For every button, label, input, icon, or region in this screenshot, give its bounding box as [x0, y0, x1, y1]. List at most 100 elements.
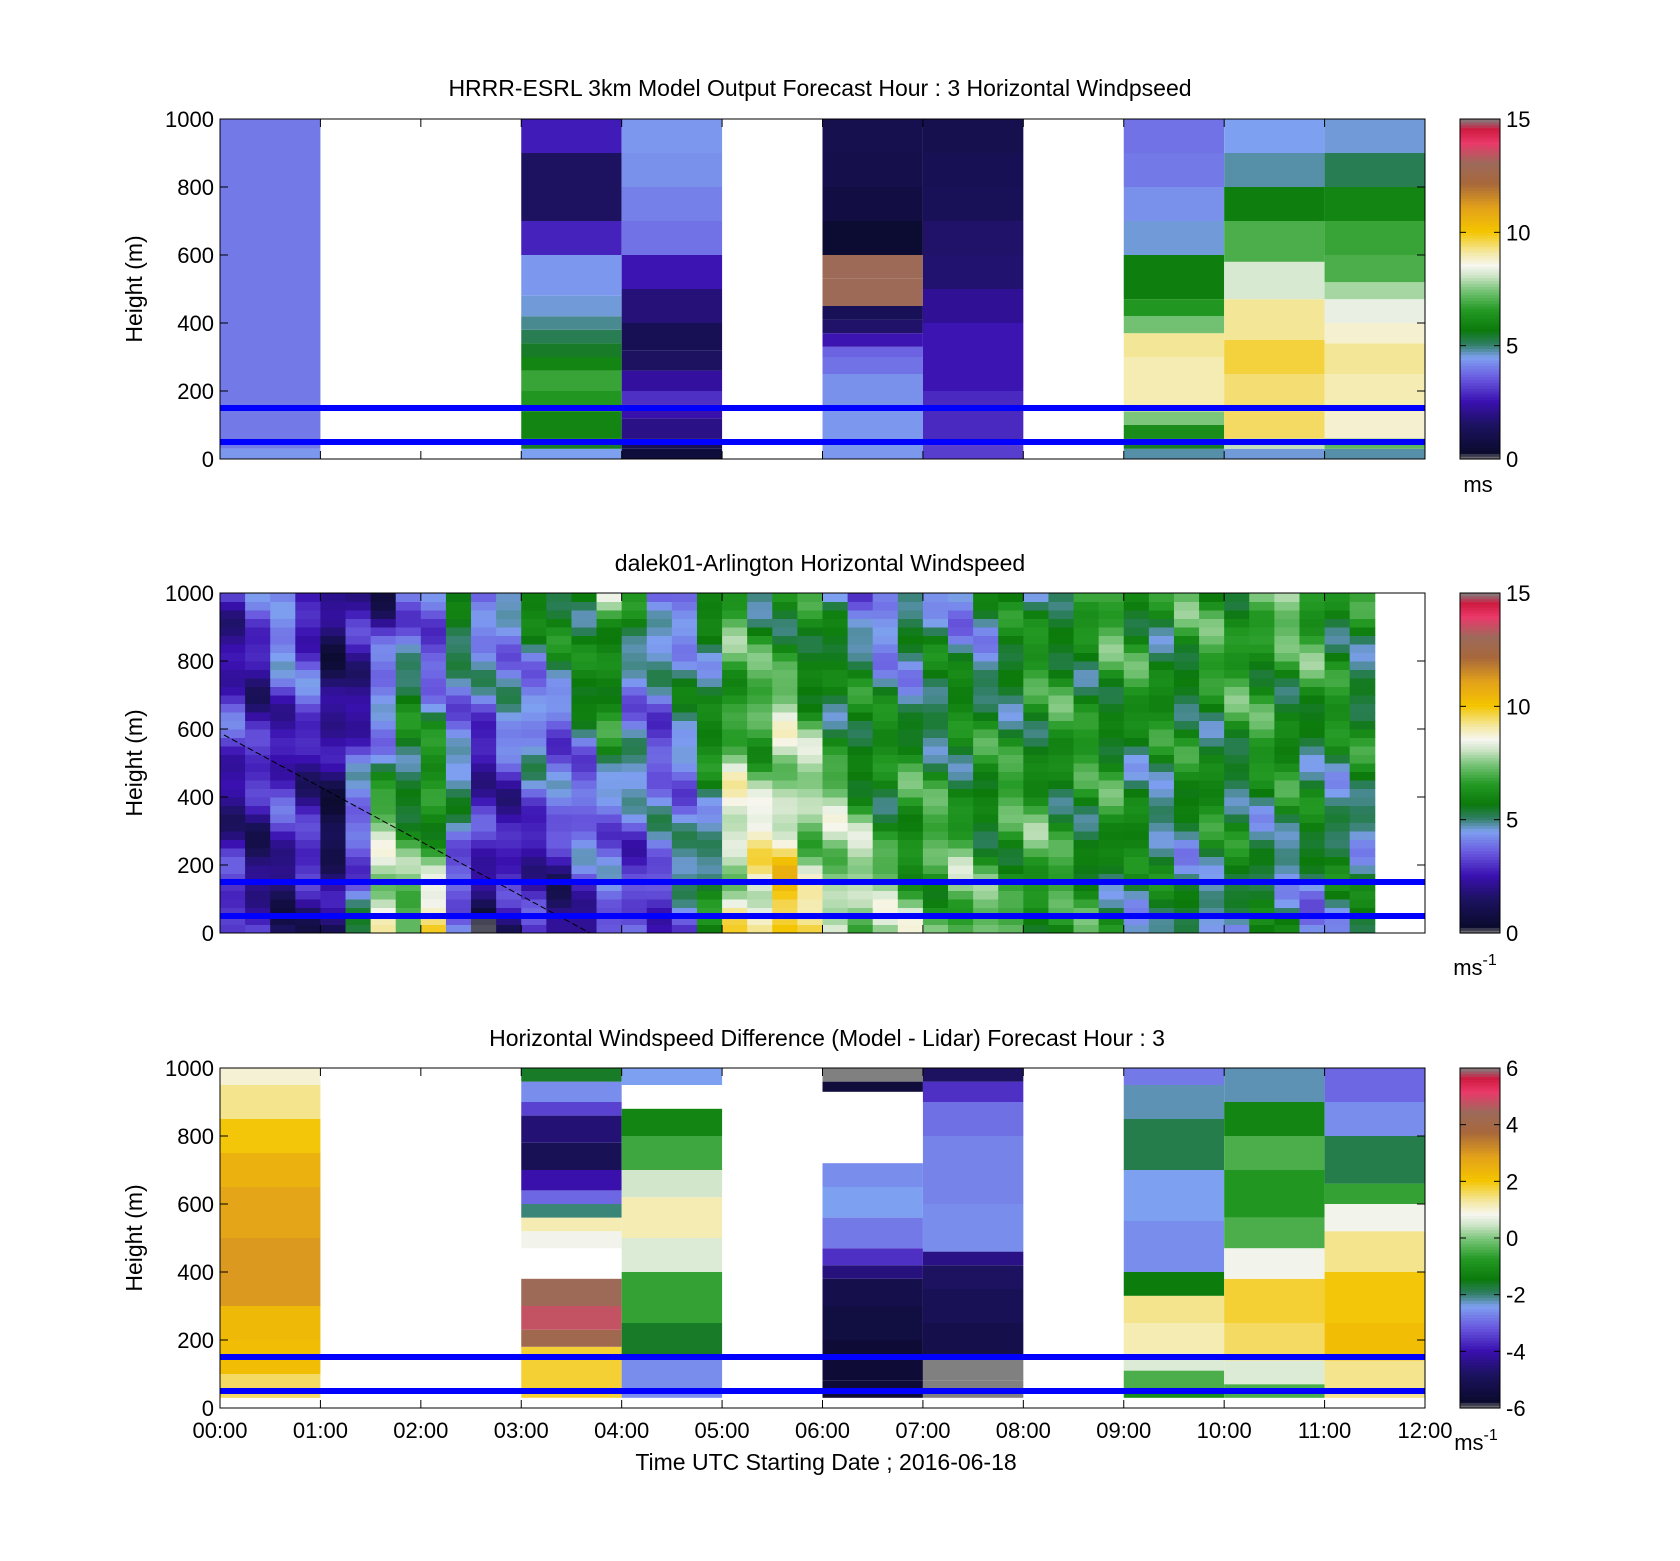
- heatmap-cell: [948, 754, 974, 764]
- colorbar-swatch: [1460, 1170, 1500, 1174]
- heatmap-cell: [521, 153, 622, 187]
- colorbar-swatch: [1460, 655, 1500, 659]
- heatmap-cell: [370, 754, 397, 764]
- heatmap-cell: [420, 780, 447, 789]
- heatmap-cell: [1224, 907, 1250, 917]
- heatmap-cell: [596, 686, 623, 696]
- heatmap-cell: [696, 873, 723, 883]
- heatmap-cell: [270, 669, 296, 679]
- heatmap-cell: [1023, 746, 1049, 755]
- heatmap-cell: [621, 720, 648, 730]
- heatmap-cell: [1073, 873, 1100, 883]
- heatmap-cell: [1073, 678, 1100, 687]
- heatmap-cell: [320, 890, 347, 900]
- heatmap-cell: [1123, 831, 1150, 840]
- heatmap-cell: [847, 865, 874, 874]
- heatmap-cell: [395, 729, 422, 738]
- heatmap-cell: [1148, 644, 1175, 653]
- heatmap-cell: [420, 669, 447, 679]
- heatmap-cell: [822, 593, 849, 602]
- heatmap-cell: [1249, 780, 1275, 789]
- colorbar-swatch: [1460, 260, 1500, 265]
- heatmap-cell: [822, 1217, 923, 1249]
- colorbar-swatch: [1460, 669, 1500, 673]
- heatmap-cell: [220, 771, 246, 781]
- heatmap-cell: [822, 890, 849, 900]
- colorbar-swatch: [1460, 439, 1500, 443]
- heatmap-cell: [998, 771, 1024, 781]
- heatmap-cell: [772, 661, 798, 670]
- heatmap-cell: [445, 678, 472, 687]
- heatmap-cell: [521, 1306, 622, 1330]
- heatmap-cell: [596, 865, 623, 874]
- y-tick-label: 200: [177, 853, 214, 878]
- heatmap-cell: [621, 221, 723, 255]
- heatmap-cell: [1148, 763, 1175, 772]
- heatmap-cell: [270, 686, 296, 696]
- heatmap-cell: [1048, 882, 1075, 891]
- heatmap-cell: [973, 907, 999, 917]
- heatmap-cell: [245, 814, 271, 823]
- heatmap-cell: [1349, 873, 1376, 883]
- heatmap-cell: [1349, 618, 1376, 628]
- y-tick-label: 1000: [165, 1056, 214, 1081]
- heatmap-cell: [722, 635, 748, 645]
- heatmap-cell: [1349, 805, 1376, 815]
- heatmap-cell: [822, 1081, 923, 1092]
- heatmap-cell: [395, 644, 422, 653]
- heatmap-cell: [596, 703, 623, 713]
- heatmap-cell: [270, 763, 296, 772]
- heatmap-cell: [897, 678, 924, 687]
- heatmap-cell: [471, 865, 497, 874]
- heatmap-cell: [747, 856, 773, 866]
- heatmap-cell: [471, 712, 497, 721]
- colorbar-swatch: [1460, 845, 1500, 849]
- heatmap-cell: [621, 1068, 723, 1085]
- heatmap-cell: [772, 746, 798, 755]
- heatmap-cell: [1224, 848, 1250, 857]
- heatmap-cell: [998, 644, 1024, 653]
- heatmap-cell: [1023, 644, 1049, 653]
- heatmap-cell: [1048, 814, 1075, 823]
- heatmap-cell: [445, 831, 472, 840]
- colorbar-tick-label: 6: [1506, 1056, 1518, 1081]
- heatmap-cell: [320, 916, 347, 925]
- heatmap-cell: [546, 865, 572, 874]
- heatmap-cell: [245, 618, 271, 628]
- heatmap-cell: [395, 865, 422, 874]
- heatmap-cell: [1073, 754, 1100, 764]
- heatmap-cell: [897, 661, 924, 670]
- heatmap-cell: [822, 153, 923, 187]
- heatmap-cell: [1173, 754, 1200, 764]
- heatmap-cell: [696, 805, 723, 815]
- heatmap-cell: [1224, 601, 1250, 611]
- heatmap-cell: [220, 635, 246, 645]
- heatmap-cell: [671, 627, 698, 636]
- heatmap-cell: [345, 924, 372, 934]
- heatmap-cell: [270, 703, 296, 713]
- colorbar-swatch: [1460, 1402, 1500, 1406]
- heatmap-cell: [571, 788, 598, 798]
- heatmap-cell: [897, 831, 924, 840]
- colorbar-swatch: [1460, 425, 1500, 429]
- heatmap-cell: [1349, 661, 1376, 670]
- heatmap-cell: [295, 865, 321, 874]
- heatmap-cell: [646, 814, 673, 823]
- heatmap-cell: [822, 652, 849, 662]
- heatmap-cell: [295, 746, 321, 755]
- heatmap-cell: [621, 839, 648, 849]
- heatmap-cell: [1274, 703, 1300, 713]
- heatmap-cell: [395, 652, 422, 662]
- heatmap-cell: [1123, 593, 1150, 602]
- colorbar-swatch: [1460, 791, 1500, 795]
- heatmap-cell: [345, 890, 372, 900]
- heatmap-cell: [822, 831, 849, 840]
- heatmap-cell: [370, 661, 397, 670]
- heatmap-cell: [1224, 865, 1250, 874]
- heatmap-cell: [370, 763, 397, 772]
- heatmap-cell: [696, 746, 723, 755]
- heatmap-cell: [722, 627, 748, 636]
- colorbar-swatch: [1460, 1085, 1500, 1089]
- heatmap-cell: [1274, 780, 1300, 789]
